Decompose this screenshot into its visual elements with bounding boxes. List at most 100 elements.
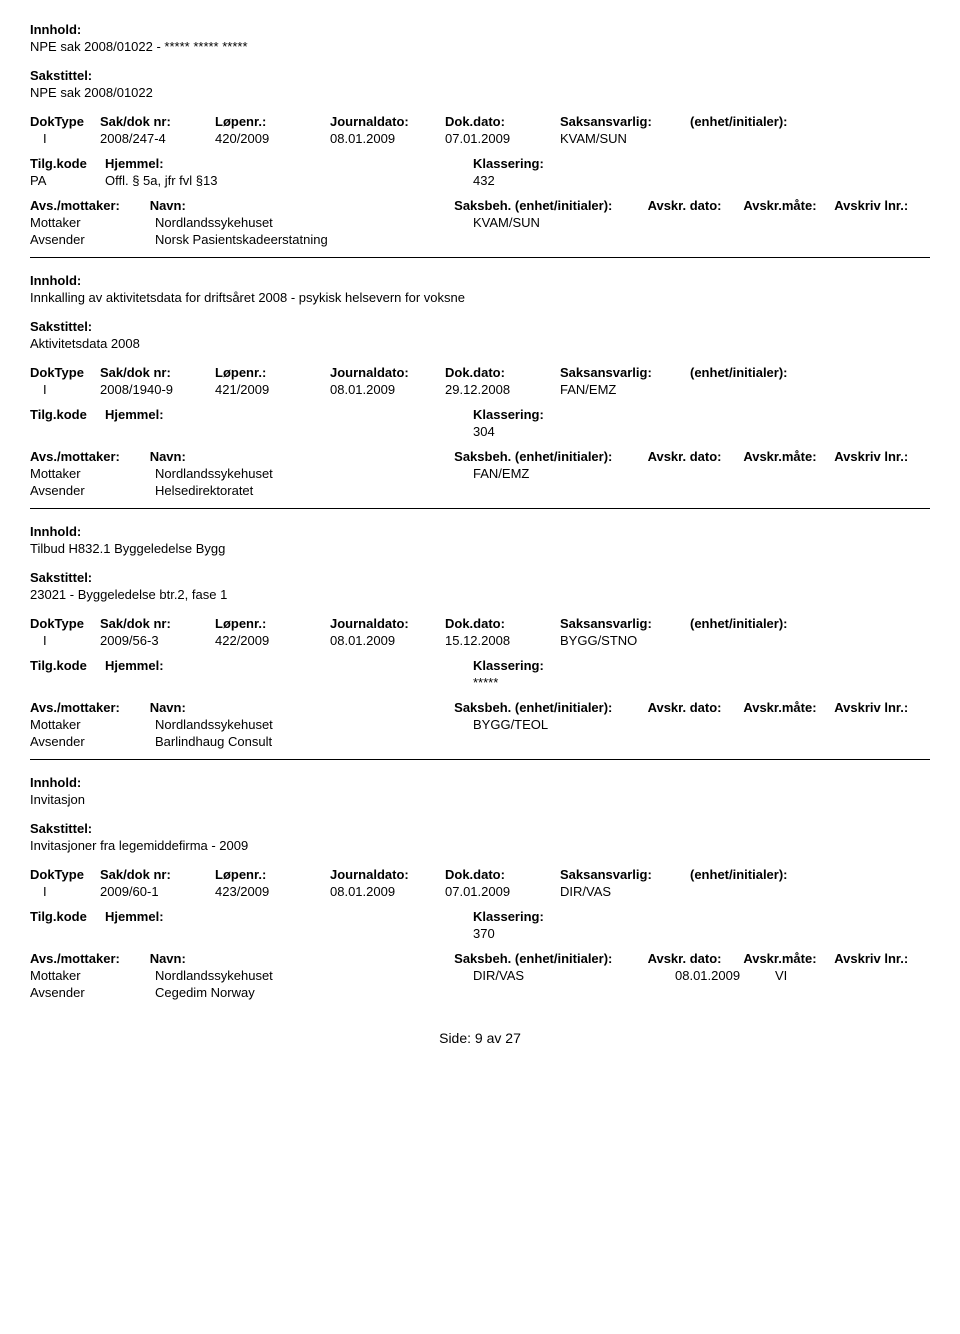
party-row-2: Avsender Cegedim Norway — [30, 985, 930, 1000]
avskrmate-label: Avskr.måte: — [743, 449, 834, 464]
page-total: 27 — [505, 1030, 521, 1046]
party-saksbeh — [473, 483, 675, 498]
enhet-label: (enhet/initialer): — [690, 867, 840, 882]
party-navn: Barlindhaug Consult — [155, 734, 473, 749]
sakdoknr-value: 2008/1940-9 — [100, 382, 215, 397]
navn-label: Navn: — [150, 449, 454, 464]
sakdoknr-label: Sak/dok nr: — [100, 365, 215, 380]
journaldato-label: Journaldato: — [330, 114, 445, 129]
party-avskrdato: 08.01.2009 — [675, 968, 775, 983]
avskrlnr-label: Avskriv lnr.: — [834, 951, 930, 966]
tilgkode-label: Tilg.kode — [30, 407, 105, 422]
dokdato-value: 15.12.2008 — [445, 633, 560, 648]
hjemmel-label: Hjemmel: — [105, 909, 473, 924]
lopenr-value: 423/2009 — [215, 884, 330, 899]
avskrdato-label: Avskr. dato: — [648, 951, 744, 966]
party-avskrmate — [775, 215, 870, 230]
enhet-value — [690, 633, 840, 648]
party-navn: Helsedirektoratet — [155, 483, 473, 498]
tilgkode-label: Tilg.kode — [30, 658, 105, 673]
journaldato-label: Journaldato: — [330, 616, 445, 631]
innhold-value: Innkalling av aktivitetsdata for driftså… — [30, 290, 930, 305]
tilgkode-label: Tilg.kode — [30, 909, 105, 924]
party-navn: Nordlandssykehuset — [155, 466, 473, 481]
meta-data-row: I 2009/60-1 423/2009 08.01.2009 07.01.20… — [30, 884, 930, 899]
tilg-data-row: PA Offl. § 5a, jfr fvl §13 432 — [30, 173, 930, 188]
separator — [30, 257, 930, 258]
party-header-row: Avs./mottaker: Navn: Saksbeh. (enhet/ini… — [30, 449, 930, 464]
party-role: Mottaker — [30, 968, 155, 983]
page-current: 9 — [475, 1030, 483, 1046]
party-avskrdato — [675, 215, 775, 230]
saksansvarlig-value: BYGG/STNO — [560, 633, 690, 648]
doktype-label: DokType — [30, 616, 100, 631]
navn-label: Navn: — [150, 700, 454, 715]
sakstittel-label: Sakstittel: — [30, 821, 930, 836]
doktype-label: DokType — [30, 114, 100, 129]
saksansvarlig-label: Saksansvarlig: — [560, 365, 690, 380]
dokdato-label: Dok.dato: — [445, 616, 560, 631]
party-navn: Cegedim Norway — [155, 985, 473, 1000]
record-4: Innhold: Invitasjon Sakstittel: Invitasj… — [30, 775, 930, 1000]
meta-header-row: DokType Sak/dok nr: Løpenr.: Journaldato… — [30, 867, 930, 882]
enhet-value — [690, 884, 840, 899]
party-saksbeh — [473, 985, 675, 1000]
party-saksbeh: BYGG/TEOL — [473, 717, 675, 732]
party-avskrmate: VI — [775, 968, 870, 983]
tilg-header-row: Tilg.kode Hjemmel: Klassering: — [30, 909, 930, 924]
party-navn: Nordlandssykehuset — [155, 215, 473, 230]
lopenr-value: 421/2009 — [215, 382, 330, 397]
saksansvarlig-label: Saksansvarlig: — [560, 616, 690, 631]
party-saksbeh: DIR/VAS — [473, 968, 675, 983]
tilgkode-label: Tilg.kode — [30, 156, 105, 171]
record-3: Innhold: Tilbud H832.1 Byggeledelse Bygg… — [30, 524, 930, 749]
party-row-1: Mottaker Nordlandssykehuset BYGG/TEOL — [30, 717, 930, 732]
dokdato-label: Dok.dato: — [445, 867, 560, 882]
party-row-2: Avsender Norsk Pasientskadeerstatning — [30, 232, 930, 247]
klassering-value: 370 — [473, 926, 673, 941]
avskrdato-label: Avskr. dato: — [648, 700, 744, 715]
innhold-value: Invitasjon — [30, 792, 930, 807]
saksbeh-label: Saksbeh. (enhet/initialer): — [454, 951, 647, 966]
party-row-1: Mottaker Nordlandssykehuset FAN/EMZ — [30, 466, 930, 481]
page-footer: Side: 9 av 27 — [30, 1030, 930, 1046]
tilg-data-row: ***** — [30, 675, 930, 690]
meta-data-row: I 2008/1940-9 421/2009 08.01.2009 29.12.… — [30, 382, 930, 397]
avskrlnr-label: Avskriv lnr.: — [834, 449, 930, 464]
navn-label: Navn: — [150, 951, 454, 966]
party-role: Avsender — [30, 483, 155, 498]
meta-header-row: DokType Sak/dok nr: Løpenr.: Journaldato… — [30, 114, 930, 129]
enhet-label: (enhet/initialer): — [690, 616, 840, 631]
avskrdato-label: Avskr. dato: — [648, 198, 744, 213]
innhold-label: Innhold: — [30, 22, 930, 37]
sakstittel-label: Sakstittel: — [30, 319, 930, 334]
avsmottaker-label: Avs./mottaker: — [30, 449, 150, 464]
avskrlnr-label: Avskriv lnr.: — [834, 700, 930, 715]
avskrlnr-label: Avskriv lnr.: — [834, 198, 930, 213]
saksbeh-label: Saksbeh. (enhet/initialer): — [454, 449, 647, 464]
sakdoknr-value: 2009/56-3 — [100, 633, 215, 648]
klassering-label: Klassering: — [473, 156, 673, 171]
hjemmel-value — [105, 926, 473, 941]
party-role: Avsender — [30, 232, 155, 247]
avsmottaker-label: Avs./mottaker: — [30, 951, 150, 966]
saksansvarlig-value: KVAM/SUN — [560, 131, 690, 146]
tilg-data-row: 370 — [30, 926, 930, 941]
innhold-value: NPE sak 2008/01022 - ***** ***** ***** — [30, 39, 930, 54]
party-navn: Nordlandssykehuset — [155, 717, 473, 732]
sakstittel-label: Sakstittel: — [30, 68, 930, 83]
tilgkode-value — [30, 424, 105, 439]
journaldato-value: 08.01.2009 — [330, 884, 445, 899]
dokdato-value: 07.01.2009 — [445, 884, 560, 899]
tilg-data-row: 304 — [30, 424, 930, 439]
party-row-2: Avsender Barlindhaug Consult — [30, 734, 930, 749]
avsmottaker-label: Avs./mottaker: — [30, 700, 150, 715]
enhet-label: (enhet/initialer): — [690, 114, 840, 129]
klassering-label: Klassering: — [473, 658, 673, 673]
party-saksbeh: FAN/EMZ — [473, 466, 675, 481]
saksbeh-label: Saksbeh. (enhet/initialer): — [454, 198, 647, 213]
party-header-row: Avs./mottaker: Navn: Saksbeh. (enhet/ini… — [30, 700, 930, 715]
klassering-value: 304 — [473, 424, 673, 439]
record-2: Innhold: Innkalling av aktivitetsdata fo… — [30, 273, 930, 498]
sakdoknr-value: 2008/247-4 — [100, 131, 215, 146]
